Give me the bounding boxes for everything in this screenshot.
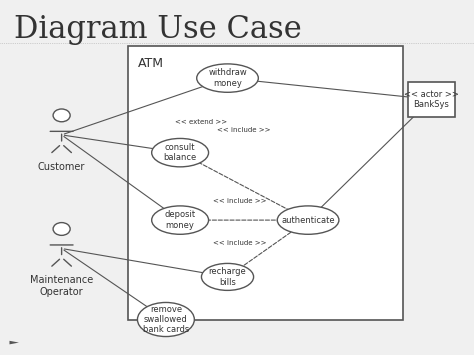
Text: deposit
money: deposit money bbox=[164, 211, 196, 230]
Text: Diagram Use Case: Diagram Use Case bbox=[14, 14, 302, 45]
FancyBboxPatch shape bbox=[128, 46, 403, 320]
Ellipse shape bbox=[152, 206, 209, 234]
FancyBboxPatch shape bbox=[408, 82, 455, 117]
Text: << actor >>
BankSys: << actor >> BankSys bbox=[404, 90, 459, 109]
Text: withdraw
money: withdraw money bbox=[208, 69, 247, 88]
Ellipse shape bbox=[197, 64, 258, 92]
Ellipse shape bbox=[201, 263, 254, 290]
Ellipse shape bbox=[137, 302, 194, 337]
Ellipse shape bbox=[277, 206, 339, 234]
Text: << include >>: << include >> bbox=[213, 240, 266, 246]
Circle shape bbox=[53, 109, 70, 122]
Text: << include >>: << include >> bbox=[213, 198, 266, 203]
Text: consult
balance: consult balance bbox=[164, 143, 197, 162]
Text: authenticate: authenticate bbox=[281, 215, 335, 225]
Polygon shape bbox=[9, 341, 19, 344]
Text: Customer: Customer bbox=[38, 162, 85, 171]
Text: Maintenance
Operator: Maintenance Operator bbox=[30, 275, 93, 297]
Text: remove
swallowed
bank cards: remove swallowed bank cards bbox=[143, 305, 189, 334]
Text: << extend >>: << extend >> bbox=[175, 120, 228, 125]
Text: recharge
bills: recharge bills bbox=[209, 267, 246, 286]
Ellipse shape bbox=[152, 138, 209, 167]
Circle shape bbox=[53, 223, 70, 235]
Text: << include >>: << include >> bbox=[218, 127, 271, 132]
Text: ATM: ATM bbox=[137, 57, 164, 70]
